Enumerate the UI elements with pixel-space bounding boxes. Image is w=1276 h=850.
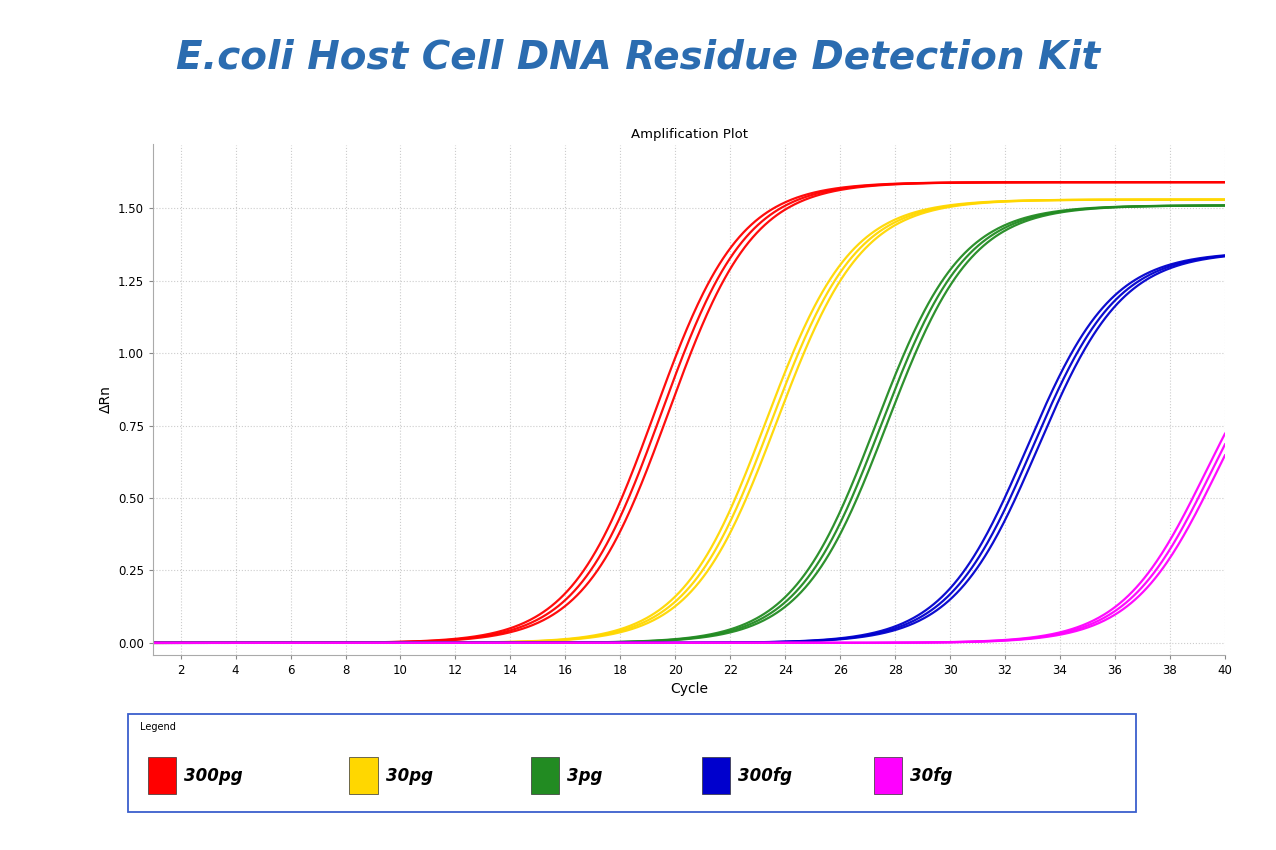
Text: Legend: Legend: [139, 722, 176, 732]
Bar: [702, 757, 730, 794]
X-axis label: Cycle: Cycle: [670, 682, 708, 696]
Title: Amplification Plot: Amplification Plot: [630, 128, 748, 140]
Text: 300pg: 300pg: [184, 767, 242, 785]
Text: 30fg: 30fg: [910, 767, 952, 785]
Text: 3pg: 3pg: [567, 767, 602, 785]
Text: 30pg: 30pg: [385, 767, 433, 785]
Bar: [350, 757, 378, 794]
Bar: [874, 757, 902, 794]
Text: E.coli Host Cell DNA Residue Detection Kit: E.coli Host Cell DNA Residue Detection K…: [176, 38, 1100, 76]
Bar: [531, 757, 559, 794]
Bar: [148, 757, 176, 794]
FancyBboxPatch shape: [128, 714, 1136, 812]
Y-axis label: ΔRn: ΔRn: [98, 386, 112, 413]
Text: 300fg: 300fg: [739, 767, 792, 785]
